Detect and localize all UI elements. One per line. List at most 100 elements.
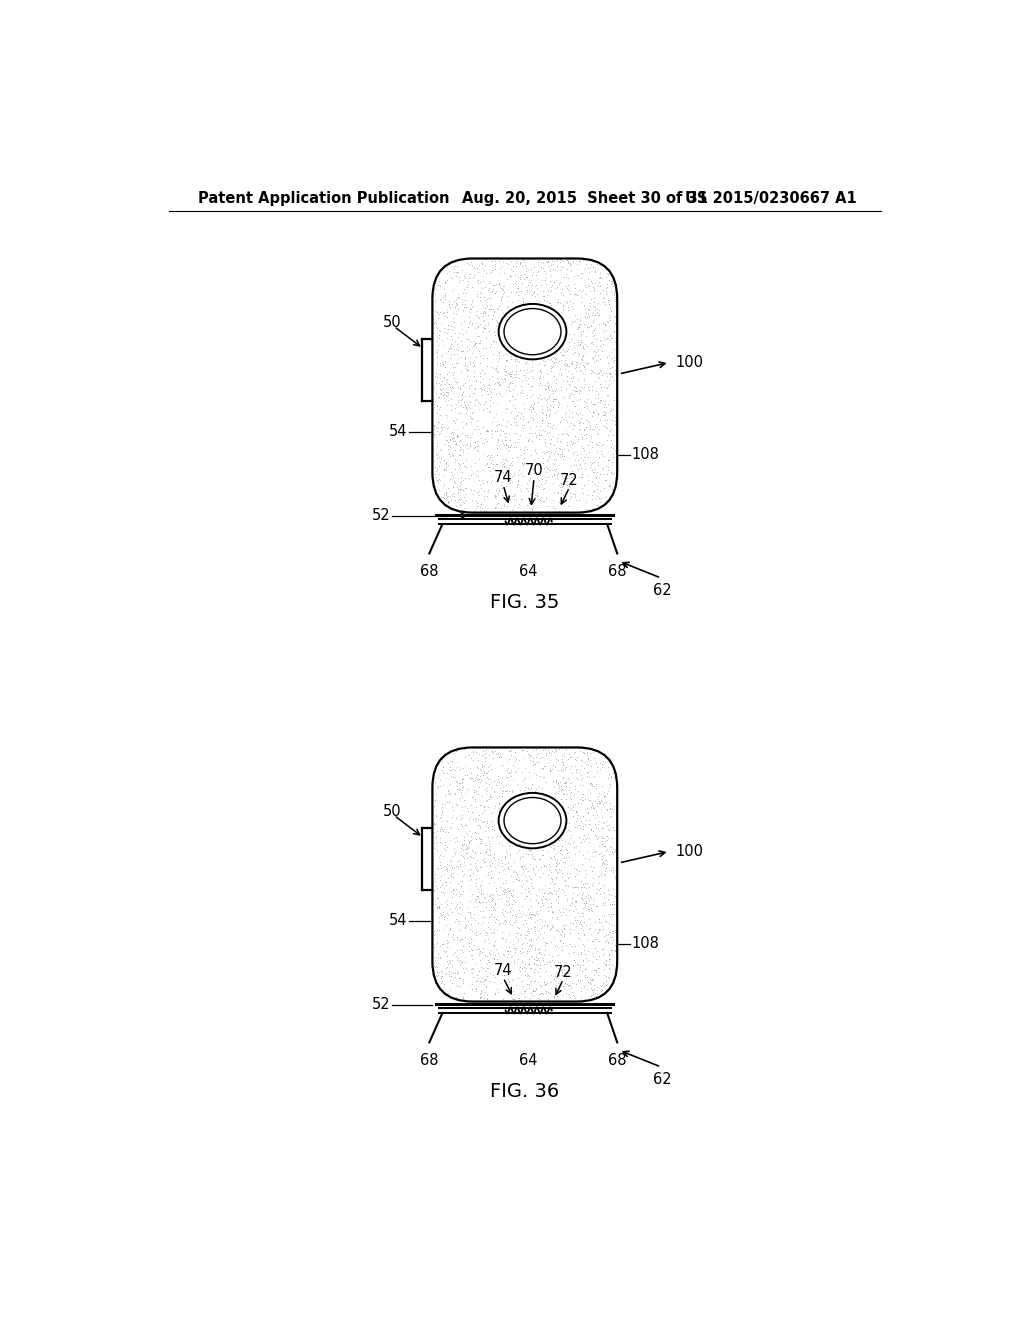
- Point: [599, 799, 615, 820]
- Point: [439, 945, 456, 966]
- Point: [457, 358, 473, 379]
- Point: [556, 857, 572, 878]
- Point: [499, 911, 515, 932]
- Point: [555, 256, 571, 277]
- Point: [560, 767, 577, 788]
- Point: [477, 248, 494, 269]
- Point: [604, 954, 621, 975]
- Point: [497, 360, 513, 381]
- Point: [522, 873, 539, 894]
- Point: [431, 446, 447, 467]
- Point: [496, 906, 512, 927]
- Point: [480, 851, 497, 873]
- Point: [563, 887, 580, 908]
- Point: [578, 428, 594, 449]
- Point: [488, 356, 505, 378]
- Point: [567, 378, 584, 399]
- Point: [503, 842, 519, 863]
- Point: [515, 302, 531, 323]
- Point: [503, 346, 519, 367]
- Point: [425, 874, 441, 895]
- Point: [512, 253, 528, 275]
- Point: [586, 393, 602, 414]
- Point: [451, 787, 467, 808]
- Point: [444, 477, 461, 498]
- Ellipse shape: [504, 797, 561, 843]
- Point: [579, 873, 595, 894]
- Point: [601, 315, 617, 337]
- Point: [549, 400, 565, 421]
- Point: [444, 866, 461, 887]
- Point: [516, 953, 532, 974]
- Point: [493, 451, 509, 473]
- Point: [537, 875, 553, 896]
- Point: [559, 890, 575, 911]
- Point: [553, 313, 569, 334]
- Point: [429, 777, 445, 799]
- Point: [438, 417, 455, 438]
- Point: [558, 354, 574, 375]
- Point: [473, 252, 489, 273]
- Point: [475, 957, 492, 978]
- Point: [475, 444, 492, 465]
- Text: 54: 54: [389, 913, 408, 928]
- Point: [523, 488, 540, 510]
- Point: [427, 894, 443, 915]
- Point: [459, 958, 475, 979]
- Point: [570, 420, 587, 441]
- Point: [608, 834, 625, 855]
- Point: [493, 438, 509, 459]
- Point: [582, 972, 598, 993]
- Point: [477, 887, 494, 908]
- Point: [521, 248, 538, 269]
- Point: [507, 271, 523, 292]
- Point: [427, 923, 443, 944]
- Point: [440, 920, 457, 941]
- Point: [602, 774, 618, 795]
- Point: [461, 313, 477, 334]
- Point: [517, 255, 534, 276]
- Point: [498, 430, 514, 451]
- Point: [524, 285, 541, 306]
- Point: [442, 429, 459, 450]
- Point: [443, 326, 460, 347]
- Point: [596, 853, 612, 874]
- Point: [538, 981, 554, 1002]
- Point: [459, 276, 475, 297]
- Point: [434, 351, 451, 372]
- Point: [567, 483, 584, 504]
- Point: [562, 824, 579, 845]
- Point: [493, 289, 509, 310]
- Point: [588, 882, 604, 903]
- Point: [492, 346, 508, 367]
- Point: [540, 376, 556, 397]
- Point: [428, 326, 444, 347]
- Point: [585, 496, 601, 517]
- Point: [441, 969, 458, 990]
- Point: [497, 367, 513, 388]
- Point: [465, 958, 481, 979]
- Point: [601, 884, 617, 906]
- Point: [485, 814, 502, 836]
- Point: [592, 335, 608, 356]
- Point: [569, 801, 586, 822]
- Point: [604, 471, 621, 492]
- Point: [606, 288, 623, 309]
- Point: [594, 939, 610, 960]
- Point: [455, 323, 471, 345]
- Point: [462, 891, 478, 912]
- Point: [558, 788, 574, 809]
- Point: [575, 896, 592, 917]
- Point: [569, 923, 586, 944]
- Point: [433, 817, 450, 838]
- Point: [430, 463, 446, 484]
- Point: [493, 374, 509, 395]
- Point: [502, 366, 518, 387]
- Point: [463, 375, 479, 396]
- Point: [571, 356, 588, 378]
- Point: [538, 296, 554, 317]
- Point: [495, 345, 511, 366]
- Point: [457, 739, 473, 760]
- Point: [555, 330, 571, 351]
- Point: [587, 300, 603, 321]
